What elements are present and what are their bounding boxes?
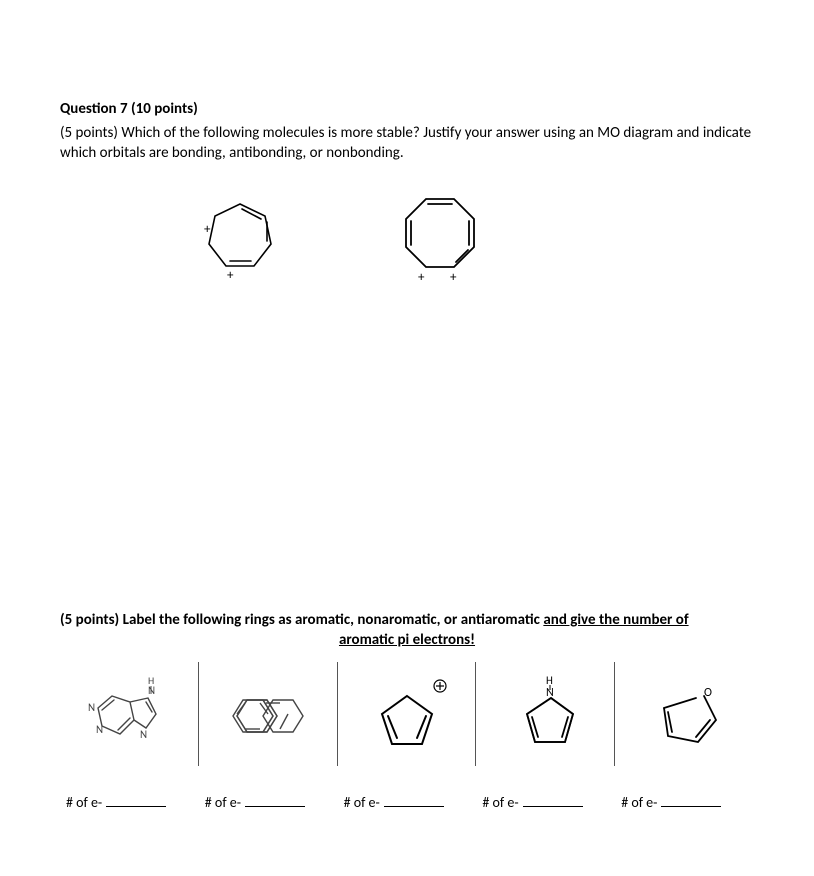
svg-text:+: + [418,270,425,285]
svg-text:+: + [227,268,234,283]
e-cell-4: # of e- [476,794,615,811]
e-label-1: # of e- [66,794,102,811]
part-b-underline-1: and give the number of [543,611,688,629]
e-label-4: # of e- [482,794,518,811]
e-label-5: # of e- [621,794,657,811]
electron-count-row: # of e- # of e- # of e- # of e- # of e- [60,794,754,811]
e-blank-4[interactable] [523,794,583,807]
question-title: Question 7 (10 points) [60,100,754,118]
ring-cyclopentadienyl-cation [338,662,477,766]
molecule-cycloheptatriene-dication: + + [180,181,300,301]
question-part-a: (5 points) Which of the following molecu… [60,124,754,163]
ring-furan: O [615,662,754,766]
ring-naphthalene [199,662,338,766]
svg-text:N: N [96,723,103,736]
e-cell-1: # of e- [60,794,199,811]
svg-text:H: H [148,674,154,687]
question-part-b: (5 points) Label the following rings as … [60,611,754,650]
svg-text:N: N [88,701,95,714]
e-label-3: # of e- [344,794,380,811]
e-cell-3: # of e- [338,794,477,811]
ring-row: N N N N H [60,662,754,766]
part-b-underline-2: aromatic pi electrons! [60,631,754,651]
molecule-cyclooctatetraene-dication: + + [380,181,500,301]
part-a-molecules: + + + + [180,181,754,301]
e-blank-3[interactable] [384,794,444,807]
svg-text:+: + [204,222,211,237]
e-blank-2[interactable] [245,794,305,807]
e-cell-5: # of e- [615,794,754,811]
e-blank-1[interactable] [106,794,166,807]
svg-text:O: O [704,686,712,700]
e-label-2: # of e- [205,794,241,811]
e-blank-5[interactable] [661,794,721,807]
svg-text:+: + [450,270,457,285]
svg-text:N: N [140,728,147,741]
ring-purine: N N N N H [60,662,199,766]
part-b-lead: (5 points) Label the following rings as … [60,611,543,629]
ring-pyrrole: N H [476,662,615,766]
e-cell-2: # of e- [199,794,338,811]
